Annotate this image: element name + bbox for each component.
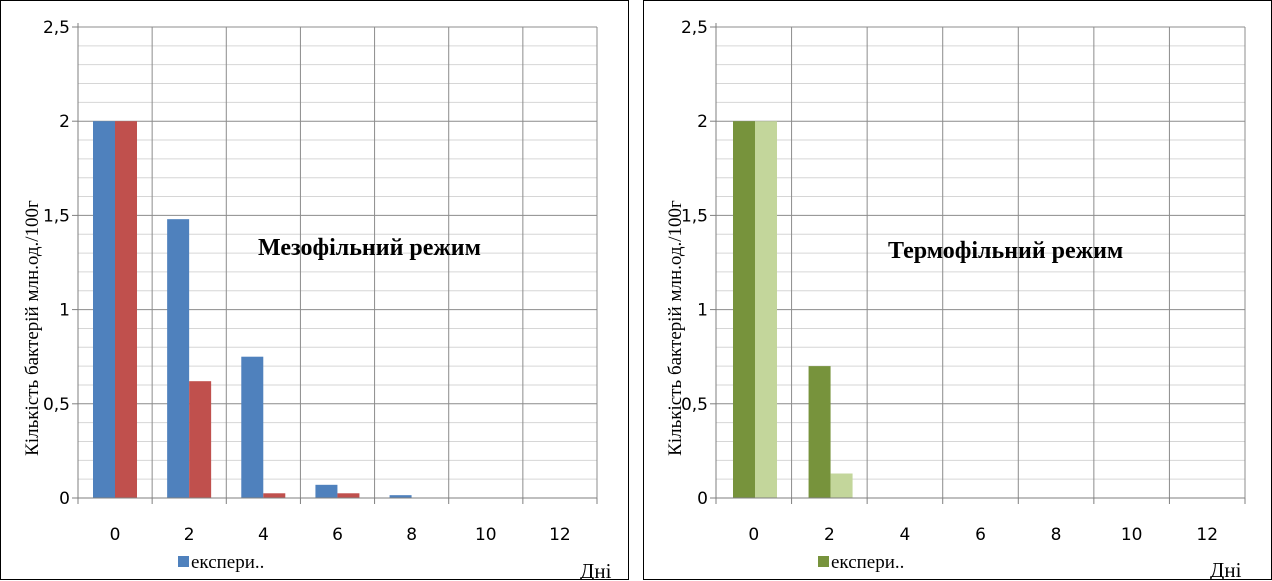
- x-tick-label: 10: [475, 525, 497, 545]
- y-tick-label: 2,5: [43, 18, 70, 38]
- bar-series1-0: [733, 121, 755, 498]
- chart-panel-thermophilic: 0 0,5 1 1,5 2 2,5 0 2 4 6 8 10 12 Кількість бактерій …: [643, 0, 1272, 580]
- bar-series1-8: [389, 495, 412, 498]
- y-tick-label: 0,5: [43, 395, 70, 415]
- legend-swatch: [178, 556, 189, 567]
- x-tick-label: 4: [258, 525, 269, 545]
- y-axis-title: Кількість бактерій млн.од./100г: [22, 200, 43, 456]
- x-tick-label: 10: [1121, 525, 1143, 545]
- y-tick-label: 2,5: [681, 18, 708, 38]
- bar-series1-6: [315, 484, 338, 498]
- bar-series2-2: [830, 473, 853, 498]
- x-tick-label: 8: [1051, 525, 1062, 545]
- x-tick-label: 0: [110, 525, 121, 545]
- x-tick-label: 12: [549, 525, 571, 545]
- chart-annotation: Термофільний режим: [888, 238, 1123, 264]
- x-tick-label: 4: [900, 525, 911, 545]
- y-tick-label: 2: [59, 112, 70, 132]
- chart-thermophilic: 0 0,5 1 1,5 2 2,5 0 2 4 6 8 10 12 Кількість бактерій …: [643, 0, 1272, 580]
- y-axis-title: Кількість бактерій млн.од./100г: [665, 200, 686, 456]
- y-tick-label: 2: [697, 112, 708, 132]
- legend-swatch: [818, 556, 829, 567]
- y-tick-label: 1: [697, 301, 708, 321]
- y-tick-label: 1,5: [681, 206, 708, 226]
- bar-series2-0: [755, 121, 777, 498]
- x-tick-label: 0: [748, 525, 759, 545]
- chart-panel-mesophilic: 0 0,5 1 1,5 2 2,5 0 2 4 6 8 10 12 Кількість бактерій …: [0, 0, 629, 580]
- x-axis-title: Дні: [1210, 558, 1242, 580]
- chart-annotation: Мезофільний режим: [258, 235, 481, 261]
- bar-series1-0: [93, 121, 115, 498]
- x-tick-label: 2: [184, 525, 195, 545]
- y-tick-label: 0: [697, 489, 708, 509]
- x-tick-label: 6: [975, 525, 986, 545]
- bar-series2-2: [189, 381, 212, 498]
- bar-series2-0: [115, 121, 137, 498]
- y-tick-label: 0,5: [681, 395, 708, 415]
- legend-label: експери..: [831, 552, 904, 573]
- bar-series2-6: [337, 493, 360, 498]
- x-tick-label: 6: [332, 525, 343, 545]
- bar-series2-4: [263, 493, 286, 498]
- bar-series1-4: [241, 356, 264, 498]
- x-axis-title: Дні: [580, 559, 612, 580]
- y-tick-label: 1,5: [43, 206, 70, 226]
- bar-series1-2: [167, 219, 190, 498]
- legend-label: експери..: [191, 552, 264, 573]
- y-tick-label: 1: [59, 301, 70, 321]
- x-tick-label: 2: [824, 525, 835, 545]
- chart-mesophilic: 0 0,5 1 1,5 2 2,5 0 2 4 6 8 10 12 Кількість бактерій …: [0, 0, 629, 580]
- x-tick-label: 12: [1196, 525, 1218, 545]
- bar-series1-2: [808, 366, 831, 498]
- x-tick-label: 8: [406, 525, 417, 545]
- y-tick-label: 0: [59, 489, 70, 509]
